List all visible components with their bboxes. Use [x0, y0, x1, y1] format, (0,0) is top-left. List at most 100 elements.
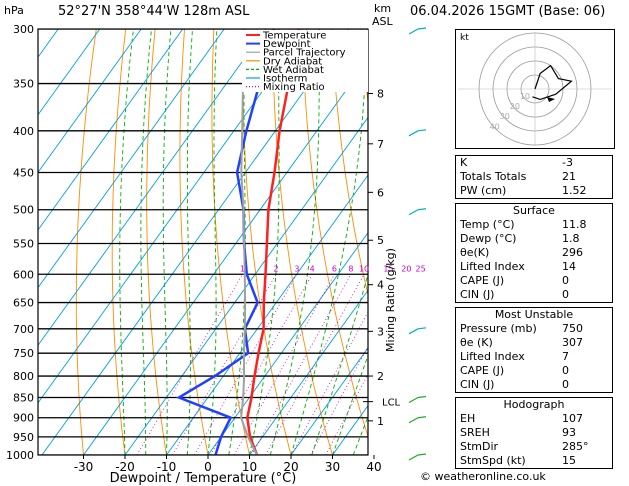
legend-entry: Dewpoint — [263, 39, 311, 50]
surface-row: Dewp (°C) 1.8 — [456, 232, 612, 246]
pressure-tick-label: 850 — [13, 391, 34, 404]
most-unstable-row: Lifted Index 7 — [456, 350, 612, 364]
copyright-footer: © weatheronline.co.uk — [420, 470, 546, 483]
hodograph-ring-label: 10 — [520, 92, 530, 101]
mixing-ratio-label: 8 — [348, 264, 353, 273]
index-label: PW (cm) — [460, 184, 507, 197]
wind-barb — [408, 327, 427, 335]
mixing-ratio-label: 4 — [310, 264, 315, 273]
surface-label: Lifted Index — [460, 260, 525, 273]
most-unstable-value: 7 — [562, 350, 569, 363]
location-title: 52°27'N 358°44'W 128m ASL — [58, 4, 250, 19]
hodograph-ring-label: 40 — [490, 122, 500, 131]
km-tick-label: 4 — [377, 279, 384, 292]
mixing-ratio-axis-label: Mixing Ratio (g/kg) — [384, 248, 397, 352]
wind-barb-flag — [417, 453, 427, 456]
isotherm — [38, 29, 308, 404]
copyright-text: © weatheronline.co.uk — [420, 470, 546, 483]
hodograph-value: 285° — [562, 440, 589, 453]
pressure-tick-label: 300 — [13, 23, 34, 36]
legend-entry: Temperature — [262, 31, 326, 42]
isotherm — [38, 29, 101, 116]
most-unstable-value: 750 — [562, 322, 583, 335]
km-tick-label: 3 — [377, 325, 384, 338]
km-tick-label: 7 — [377, 138, 384, 151]
wind-barb — [408, 27, 427, 35]
dry-adiabat — [75, 29, 97, 455]
temp-tick-label: -20 — [115, 460, 135, 474]
wind-barb-staff — [408, 417, 419, 424]
surface-title: Surface — [513, 204, 555, 217]
legend-entry: Dry Adiabat — [263, 56, 322, 67]
temp-tick-label: -10 — [157, 460, 177, 474]
wind-barb-staff — [408, 328, 419, 335]
wind-barb — [408, 208, 427, 216]
wind-barb-flag — [417, 129, 427, 132]
index-row: Totals Totals 21 — [456, 170, 612, 184]
x-axis-label: Dewpoint / Temperature (°C) — [110, 471, 297, 486]
legend-entry: Parcel Trajectory — [263, 48, 346, 59]
pressure-tick-label: 650 — [13, 297, 34, 310]
mixing-ratio-line — [291, 311, 368, 455]
wet-adiabat — [119, 29, 134, 455]
pressure-tick-label: 450 — [13, 166, 34, 179]
most-unstable-value: 307 — [562, 336, 583, 349]
hodograph-label: SREH — [460, 426, 490, 439]
km-tick-label: 5 — [377, 234, 384, 247]
mixing-ratio-line — [325, 373, 368, 455]
hodograph-label: StmSpd (kt) — [460, 454, 526, 467]
wind-barb — [408, 453, 427, 461]
surface-row: CAPE (J) 0 — [456, 274, 612, 288]
wind-barb-staff — [408, 396, 419, 404]
most-unstable-table: Most Unstable Pressure (mb) 750 θe (K) 307… — [455, 307, 613, 393]
pressure-tick-label: 700 — [13, 323, 34, 336]
isotherm — [124, 116, 368, 455]
mixing-ratio-label: 1 — [240, 264, 245, 273]
wet-adiabat — [311, 273, 368, 455]
isotherm — [38, 29, 142, 174]
storm-motion-arrow — [547, 97, 555, 102]
isotherm — [83, 59, 368, 455]
stability-tables: K -3 Totals Totals 21 PW (cm) 1.52 Surface … — [455, 155, 613, 473]
surface-value: 11.8 — [562, 218, 587, 231]
legend-entry: Wet Adiabat — [263, 65, 324, 76]
surface-value: 296 — [562, 246, 583, 259]
surface-label: Temp (°C) — [460, 218, 515, 231]
dry-adiabat — [360, 29, 368, 106]
most-unstable-label: Lifted Index — [460, 350, 525, 363]
surface-label: Dewp (°C) — [460, 232, 517, 245]
km-tick-label: 2 — [377, 370, 384, 383]
temp-tick-label: 30 — [325, 460, 340, 474]
index-label: K — [460, 156, 468, 169]
index-value: 21 — [562, 170, 576, 183]
surface-label: CAPE (J) — [460, 274, 505, 287]
isotherm — [290, 347, 368, 455]
pressure-tick-label: 500 — [13, 204, 34, 217]
hodograph-label: EH — [460, 412, 476, 425]
surface-value: 14 — [562, 260, 576, 273]
mixing-ratio-label: 20 — [401, 264, 411, 273]
surface-value: 0 — [562, 274, 569, 287]
most-unstable-row: CAPE (J) 0 — [456, 364, 612, 378]
altitude-reference-label: ASL — [372, 15, 393, 28]
parcel-trajectory-profile — [240, 29, 258, 455]
surface-table: Surface Temp (°C) 11.8 Dewp (°C) 1.8 θe(K)… — [455, 203, 613, 303]
isotherm — [38, 29, 184, 231]
hodograph-value: 107 — [562, 412, 583, 425]
isotherm — [166, 174, 368, 455]
hodograph-row: StmSpd (kt) 15 — [456, 454, 612, 468]
pressure-tick-label: 550 — [13, 237, 34, 250]
surface-row: Lifted Index 14 — [456, 260, 612, 274]
lcl-label: LCL — [382, 398, 401, 409]
surface-row: CIN (J) 0 — [456, 288, 612, 302]
dry-adiabat — [179, 29, 209, 455]
km-tick-label: 1 — [377, 415, 384, 428]
dry-adiabat — [331, 29, 368, 297]
wet-adiabat — [186, 29, 193, 455]
index-value: 1.52 — [562, 184, 587, 197]
wind-barb — [408, 395, 427, 404]
wind-barb — [408, 129, 427, 137]
index-label: Totals Totals — [460, 170, 527, 183]
wind-barb-flag — [417, 395, 427, 399]
km-tick-label: 8 — [377, 88, 384, 101]
